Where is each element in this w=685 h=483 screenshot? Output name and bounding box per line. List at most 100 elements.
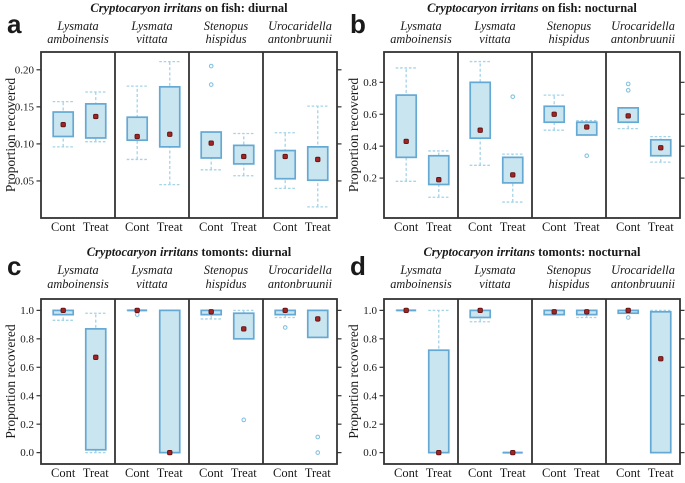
- facet-header-line2: antonbruunii: [268, 277, 333, 291]
- outlier-point: [241, 417, 247, 423]
- x-tick-label: Treat: [500, 220, 526, 234]
- mean-dot: [658, 356, 664, 362]
- facet-header-line1: Stenopus: [204, 19, 249, 33]
- facet-header-line1: Stenopus: [204, 263, 249, 277]
- mean-dot: [167, 131, 173, 137]
- mean-dot: [584, 309, 590, 315]
- outlier-point: [134, 312, 140, 317]
- mean-dot: [551, 111, 557, 117]
- facet-header-line1: Urocaridella: [611, 263, 675, 277]
- facet-header-line2: hispidus: [206, 32, 247, 46]
- box: [501, 156, 524, 184]
- panel-letter: a: [7, 9, 22, 39]
- mean-dot: [477, 307, 483, 314]
- facet-header-line2: hispidus: [549, 277, 590, 291]
- x-tick-label: Treat: [648, 220, 674, 234]
- y-tick-label: 0.4: [363, 390, 377, 402]
- y-tick-label: 0.8: [363, 77, 377, 89]
- y-tick-label: 0.2: [363, 173, 377, 185]
- mean-dot: [658, 145, 664, 151]
- facet-header-line2: antonbruunii: [611, 32, 676, 46]
- plot-frame: [383, 51, 681, 219]
- box: [158, 85, 181, 148]
- facet-header-line1: Lysmata: [130, 19, 172, 33]
- facet-header-line2: amboinensis: [47, 277, 109, 291]
- facet-header-line2: vittata: [136, 32, 167, 46]
- panel-title: Cryptocaryon irritans on fish: nocturnal: [427, 1, 637, 15]
- mean-dot: [551, 309, 557, 315]
- mean-dot: [282, 153, 288, 160]
- outlier-point: [315, 434, 321, 440]
- mean-dot: [403, 138, 409, 145]
- boxplot-svg-a: a Cryptocaryon irritans on fish: diurnal L…: [3, 1, 342, 234]
- y-tick-label: 0.6: [363, 109, 377, 121]
- mean-dot: [208, 309, 214, 315]
- mean-dot: [208, 140, 214, 146]
- facet-header-line1: Lysmata: [473, 19, 515, 33]
- panel-title: Cryptocaryon irritans on fish: diurnal: [90, 1, 288, 15]
- x-tick-label: Treat: [426, 220, 452, 234]
- y-tick-label: 1.0: [363, 305, 377, 317]
- mean-dot: [241, 153, 247, 160]
- plot-frame: [40, 298, 338, 465]
- facet-header-line1: Lysmata: [56, 19, 98, 33]
- y-tick-label: 0.15: [15, 101, 35, 113]
- mean-dot: [134, 307, 140, 314]
- x-tick-label: Treat: [305, 220, 331, 234]
- facet-header-line1: Urocaridella: [611, 19, 675, 33]
- x-tick-label: Cont: [542, 466, 567, 480]
- mean-dot: [315, 156, 321, 163]
- mean-dot: [241, 326, 247, 332]
- outlier-point: [208, 82, 214, 87]
- x-tick-label: Treat: [574, 466, 600, 480]
- y-axis-label: Proportion recovered: [346, 324, 361, 439]
- x-tick-label: Cont: [199, 220, 224, 234]
- x-tick-label: Treat: [157, 466, 183, 480]
- plot-frame: [40, 51, 338, 219]
- facet-header-line2: hispidus: [206, 277, 247, 291]
- x-tick-label: Cont: [51, 220, 76, 234]
- boxplot-svg-c: c Cryptocaryon irritans tomonts: diurnal L…: [3, 245, 342, 480]
- x-tick-label: Treat: [231, 220, 257, 234]
- x-tick-label: Treat: [574, 220, 600, 234]
- mean-dot: [93, 113, 99, 120]
- box: [649, 310, 672, 454]
- mean-dot: [477, 127, 483, 133]
- panel-c: c Cryptocaryon irritans tomonts: diurnal L…: [0, 241, 342, 483]
- x-tick-label: Cont: [468, 466, 493, 480]
- y-tick-label: 0.8: [363, 333, 377, 345]
- y-tick-label: 0.0: [363, 447, 377, 459]
- facet-header-line2: vittata: [479, 277, 510, 291]
- box: [427, 154, 450, 186]
- panel-letter: c: [7, 251, 21, 281]
- x-tick-label: Treat: [426, 466, 452, 480]
- mean-dot: [282, 307, 288, 314]
- y-axis-label: Proportion recovered: [3, 78, 18, 193]
- box: [306, 309, 329, 339]
- panel-title: Cryptocaryon irritans tomonts: nocturnal: [423, 245, 641, 259]
- boxplot-svg-b: b Cryptocaryon irritans on fish: nocturna…: [346, 1, 685, 234]
- facet-header-line2: vittata: [136, 277, 167, 291]
- box: [126, 116, 149, 142]
- mean-dot: [167, 449, 173, 456]
- box: [232, 312, 255, 340]
- x-tick-label: Cont: [468, 220, 493, 234]
- y-tick-label: 0.05: [15, 176, 35, 188]
- y-tick-label: 0.4: [363, 141, 377, 153]
- facet-header-line1: Lysmata: [56, 263, 98, 277]
- facet-header-line1: Stenopus: [547, 19, 592, 33]
- mean-dot: [510, 172, 516, 178]
- mean-dot: [584, 124, 590, 130]
- mean-dot: [93, 354, 99, 360]
- x-tick-label: Cont: [199, 466, 224, 480]
- facet-header-line2: hispidus: [549, 32, 590, 46]
- outlier-point: [625, 81, 631, 87]
- mean-dot: [436, 449, 442, 456]
- facet-header-line2: antonbruunii: [268, 32, 333, 46]
- x-tick-label: Treat: [500, 466, 526, 480]
- facet-header-line2: amboinensis: [390, 32, 452, 46]
- outlier-point: [208, 63, 214, 69]
- x-tick-label: Treat: [83, 220, 109, 234]
- x-tick-label: Cont: [125, 220, 150, 234]
